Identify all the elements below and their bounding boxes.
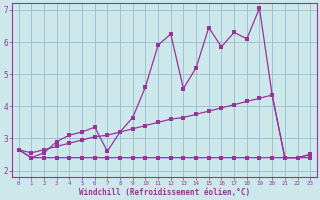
X-axis label: Windchill (Refroidissement éolien,°C): Windchill (Refroidissement éolien,°C) xyxy=(79,188,250,197)
